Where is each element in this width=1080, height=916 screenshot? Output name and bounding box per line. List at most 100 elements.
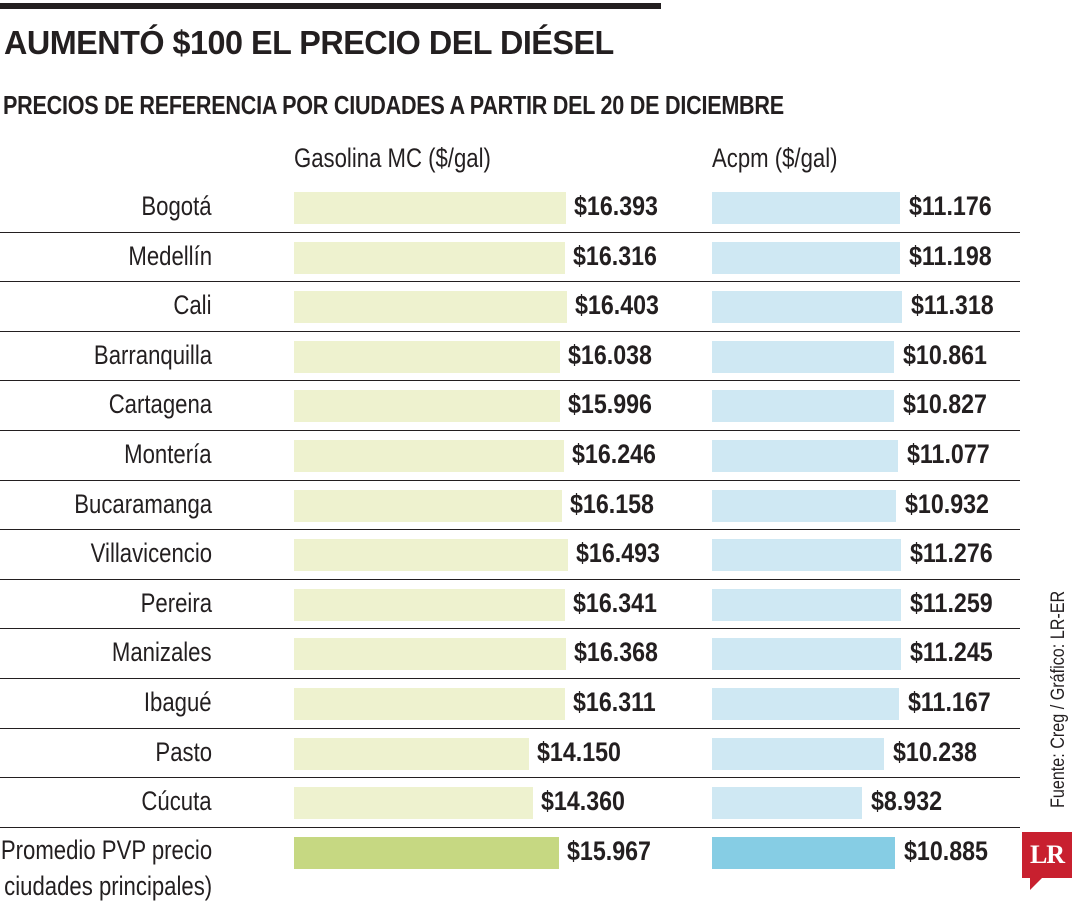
city-label: Bogotá	[142, 189, 212, 223]
value-label-acpm: $11.077	[907, 438, 990, 469]
value-label-gasolina: $16.341	[573, 587, 657, 618]
city-label-line: Cúcuta	[141, 786, 212, 817]
city-label: Barranquilla	[94, 338, 212, 372]
city-label: Manizales	[112, 635, 212, 669]
bar-acpm	[712, 489, 896, 522]
bar-acpm	[712, 737, 884, 770]
city-label-line: Montería	[124, 438, 212, 469]
city-label: Promedio PVP precio (13 ciudades principa…	[0, 832, 212, 904]
bar-gasolina	[294, 390, 560, 423]
bar-acpm	[712, 638, 901, 671]
value-label-acpm: $8.932	[871, 786, 943, 817]
value-label-acpm: $10.827	[903, 389, 987, 420]
city-label-line: Promedio PVP precio	[0, 834, 212, 865]
city-label: Ibagué	[144, 685, 212, 719]
city-label-line: Villavicencio	[90, 538, 212, 569]
bar-acpm	[712, 390, 894, 423]
bar-gasolina	[294, 539, 568, 572]
bar-acpm	[712, 291, 902, 324]
value-label-acpm: $11.176	[909, 191, 992, 221]
value-label-gasolina: $15.967	[567, 835, 651, 866]
city-row: Cartagena $15.996 $10.827	[0, 381, 1020, 431]
value-label-gasolina: $16.311	[573, 686, 656, 717]
value-label-acpm: $11.276	[910, 538, 993, 569]
city-label-line: Cali	[173, 290, 212, 321]
bar-gasolina	[294, 836, 559, 869]
city-label-line: Barranquilla	[93, 339, 212, 370]
top-rule	[0, 3, 661, 9]
value-label-gasolina: $16.316	[573, 240, 657, 271]
value-label-gasolina: $16.393	[574, 191, 658, 221]
chart-title: AUMENTÓ $100 EL PRECIO DEL DIÉSEL	[4, 24, 614, 61]
value-label-acpm: $10.861	[903, 339, 987, 370]
city-label: Medellín	[128, 239, 212, 273]
bar-acpm	[712, 836, 895, 869]
bar-acpm	[712, 340, 894, 373]
city-label-line: Ibagué	[144, 686, 212, 717]
city-label: Pasto	[155, 735, 212, 769]
bar-gasolina	[294, 737, 529, 770]
value-label-acpm: $11.259	[910, 587, 993, 618]
city-label: Bucaramanga	[74, 487, 212, 521]
value-label-gasolina: $16.403	[575, 290, 659, 321]
series-header-gasolina: Gasolina MC ($/gal)	[294, 143, 491, 173]
series-header-acpm: Acpm ($/gal)	[712, 143, 838, 173]
value-label-acpm: $11.198	[909, 240, 992, 271]
city-label-line: Pereira	[140, 587, 212, 618]
value-label-acpm: $11.245	[910, 637, 993, 668]
average-row: Promedio PVP precio (13 ciudades principa…	[0, 828, 1020, 916]
value-label-gasolina: $16.038	[568, 339, 652, 370]
city-label-line: (13 ciudades principales)	[0, 870, 212, 901]
city-row: Pasto $14.150 $10.238	[0, 729, 1020, 779]
city-label: Pereira	[141, 586, 212, 620]
bar-gasolina	[294, 787, 533, 820]
value-label-gasolina: $14.360	[541, 786, 625, 817]
chart-rows: Bogotá $16.393 $11.176 Medellín $16.316 $11.1…	[0, 183, 1020, 916]
value-label-gasolina: $15.996	[568, 389, 652, 420]
city-label: Cúcuta	[142, 784, 212, 818]
city-label: Montería	[125, 437, 212, 471]
city-label-line: Bucaramanga	[74, 488, 212, 519]
bar-gasolina	[294, 439, 564, 472]
value-label-acpm: $11.318	[911, 290, 994, 321]
city-label-line: Bogotá	[141, 191, 212, 221]
city-row: Ibagué $16.311 $11.167	[0, 679, 1020, 729]
city-row: Villavicencio $16.493 $11.276	[0, 530, 1020, 580]
value-label-gasolina: $16.493	[576, 538, 660, 569]
chart-subtitle: PRECIOS DE REFERENCIA POR CIUDADES A PAR…	[3, 90, 784, 120]
value-label-acpm: $10.238	[893, 736, 977, 767]
bar-gasolina	[294, 687, 565, 720]
city-label: Cartagena	[109, 387, 212, 421]
value-label-gasolina: $16.158	[570, 488, 654, 519]
city-row: Barranquilla $16.038 $10.861	[0, 332, 1020, 382]
city-label: Villavicencio	[91, 536, 212, 570]
city-label: Cali	[174, 288, 212, 322]
bar-gasolina	[294, 241, 565, 274]
bar-gasolina	[294, 588, 565, 621]
value-label-gasolina: $16.368	[574, 637, 658, 668]
value-label-gasolina: $14.150	[537, 736, 621, 767]
source-note: Fuente: Creg / Gráfico: LR-ER	[1048, 590, 1069, 808]
bar-acpm	[712, 687, 899, 720]
bar-acpm	[712, 192, 900, 224]
city-row: Medellín $16.316 $11.198	[0, 233, 1020, 283]
city-row: Manizales $16.368 $11.245	[0, 629, 1020, 679]
city-label-line: Medellín	[128, 240, 212, 271]
bar-gasolina	[294, 340, 560, 373]
city-row: Pereira $16.341 $11.259	[0, 580, 1020, 630]
city-row: Cali $16.403 $11.318	[0, 282, 1020, 332]
city-row: Cúcuta $14.360 $8.932	[0, 778, 1020, 828]
bar-acpm	[712, 787, 862, 820]
value-label-acpm: $10.932	[905, 488, 989, 519]
city-row: Bucaramanga $16.158 $10.932	[0, 481, 1020, 531]
bar-gasolina	[294, 638, 566, 671]
bar-gasolina	[294, 489, 562, 522]
bar-acpm	[712, 439, 898, 472]
city-row: Bogotá $16.393 $11.176	[0, 183, 1020, 233]
lr-logo: LR	[1022, 832, 1072, 878]
lr-logo-tail	[1030, 876, 1044, 890]
bar-gasolina	[294, 192, 566, 224]
bar-acpm	[712, 241, 900, 274]
value-label-acpm: $11.167	[908, 686, 991, 717]
value-label-acpm: $10.885	[904, 835, 988, 866]
